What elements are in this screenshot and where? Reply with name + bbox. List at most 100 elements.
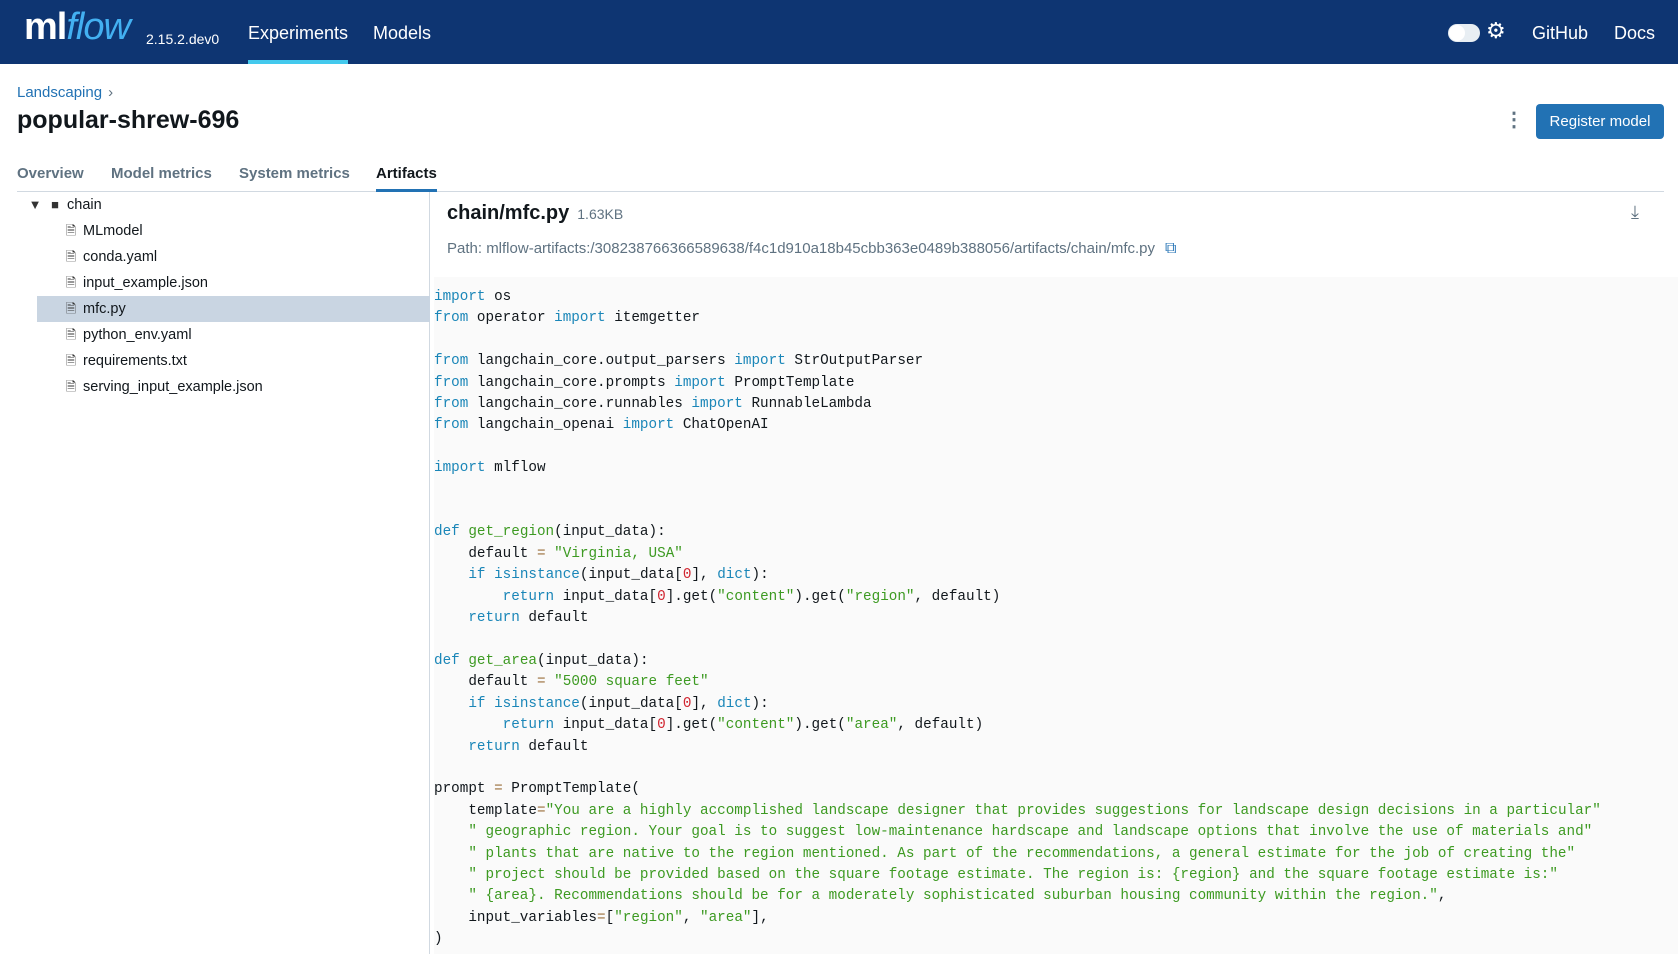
code-token: import <box>622 417 675 434</box>
code-token: def <box>434 524 460 541</box>
code-token: "area" <box>845 717 898 734</box>
file-label: serving_input_example.json <box>83 379 263 395</box>
code-token: 0 <box>657 717 666 734</box>
gear-icon[interactable]: ⚙ <box>1486 18 1506 43</box>
code-token: input_data[ <box>554 717 658 734</box>
code-token: [ <box>605 909 615 926</box>
tree-folder-chain[interactable]: ▼ ■ chain <box>27 192 420 218</box>
file-label: python_env.yaml <box>83 327 192 343</box>
code-token: langchain_openai <box>468 417 623 434</box>
tree-file-item[interactable]: 🗎 input_example.json <box>37 270 430 296</box>
tab-system-metrics[interactable]: System metrics <box>239 165 350 182</box>
file-icon: 🗎 <box>65 327 77 342</box>
theme-toggle[interactable] <box>1448 24 1480 42</box>
code-token <box>434 739 468 755</box>
code-token: isinstance <box>494 695 580 712</box>
code-token: template <box>434 802 537 819</box>
code-line <box>434 330 1678 351</box>
code-line: import os <box>434 287 1678 308</box>
register-model-button[interactable]: Register model <box>1536 104 1664 139</box>
code-line <box>434 437 1678 458</box>
code-line: prompt = PromptTemplate( <box>434 779 1678 800</box>
code-token: "content" <box>717 717 795 734</box>
code-token: = <box>536 802 546 819</box>
file-label: requirements.txt <box>83 353 187 369</box>
code-line: return default <box>434 608 1678 629</box>
code-token: PromptTemplate( <box>502 781 640 798</box>
file-icon: 🗎 <box>65 223 77 238</box>
code-token <box>486 696 495 712</box>
more-options-icon[interactable]: ⋮ <box>1504 109 1524 131</box>
nav-docs[interactable]: Docs <box>1614 23 1656 43</box>
tab-model-metrics[interactable]: Model metrics <box>111 165 212 182</box>
code-token: " project should be provided based on th… <box>468 866 1558 883</box>
code-line: def get_region(input_data): <box>434 522 1678 543</box>
code-token <box>546 674 555 690</box>
code-token: return <box>502 588 555 605</box>
tab-artifacts[interactable]: Artifacts <box>376 165 437 192</box>
nav-experiments[interactable]: Experiments <box>248 0 349 64</box>
code-token: langchain_core.prompts <box>468 374 675 391</box>
caret-down-icon[interactable]: ▼ <box>28 197 42 212</box>
tree-file-item[interactable]: 🗎 conda.yaml <box>37 244 430 270</box>
code-token: 0 <box>657 588 666 605</box>
file-label: conda.yaml <box>83 249 158 265</box>
code-token: import <box>434 289 486 305</box>
code-token: ) <box>434 931 443 948</box>
artifact-path: Path: mlflow-artifacts:/3082387663665896… <box>447 240 1177 257</box>
code-token <box>434 867 468 883</box>
code-token: , default) <box>914 588 1001 605</box>
nav-github[interactable]: GitHub <box>1532 23 1589 43</box>
code-token: 0 <box>682 695 692 712</box>
file-label: input_example.json <box>83 275 208 291</box>
code-token: dict <box>717 567 752 584</box>
folder-icon: ■ <box>51 197 59 212</box>
breadcrumb-experiment-link[interactable]: Landscaping <box>17 84 103 101</box>
code-token: from <box>434 396 469 413</box>
code-line: if isinstance(input_data[0], dict): <box>434 694 1678 715</box>
tab-overview[interactable]: Overview <box>17 165 84 182</box>
code-line: " geographic region. Your goal is to sug… <box>434 822 1678 843</box>
code-token: " geographic region. Your goal is to sug… <box>468 824 1593 841</box>
nav-models[interactable]: Models <box>373 23 432 43</box>
file-label: mfc.py <box>83 301 126 317</box>
code-token: , default) <box>897 717 984 734</box>
code-token: default <box>434 674 537 691</box>
tree-file-item[interactable]: 🗎 serving_input_example.json <box>37 374 430 400</box>
tree-file-item[interactable]: 🗎 mfc.py <box>37 296 430 322</box>
code-token: "Virginia, USA" <box>554 545 683 562</box>
copy-icon[interactable]: ⧉ <box>1165 240 1177 257</box>
code-token: "area" <box>700 909 752 926</box>
code-line: ) <box>434 929 1678 950</box>
code-token: langchain_core.runnables <box>468 396 692 413</box>
tree-file-item[interactable]: 🗎 MLmodel <box>37 218 430 244</box>
code-line: default = "5000 square feet" <box>434 672 1678 693</box>
code-token <box>434 567 468 583</box>
file-icon: 🗎 <box>65 379 77 394</box>
page-title: popular-shrew-696 <box>17 106 240 134</box>
code-token: get_region <box>468 524 555 541</box>
code-token: (input_data[ <box>579 695 683 712</box>
code-token: default <box>434 545 537 562</box>
mlflow-logo[interactable]: mlflow <box>24 6 131 48</box>
artifact-tree: ▼ ■ chain 🗎 MLmodel 🗎 conda.yaml 🗎 input_exampl… <box>17 192 430 954</box>
code-line: template="You are a highly accomplished … <box>434 801 1678 822</box>
code-line <box>434 501 1678 522</box>
file-size: 1.63KB <box>577 206 624 222</box>
tree-file-item[interactable]: 🗎 requirements.txt <box>37 348 430 374</box>
code-token: ): <box>751 567 769 584</box>
code-token: itemgetter <box>605 310 700 327</box>
code-token: ], <box>691 695 718 712</box>
code-token: ].get( <box>665 588 718 605</box>
code-token <box>434 589 503 605</box>
download-icon[interactable]: ⤓ <box>1631 202 1639 222</box>
code-line: return input_data[0].get("content").get(… <box>434 715 1678 736</box>
code-line: " plants that are native to the region m… <box>434 844 1678 865</box>
code-token: ): <box>751 695 769 712</box>
tree-file-item[interactable]: 🗎 python_env.yaml <box>37 322 430 348</box>
code-token <box>434 888 468 904</box>
code-token: (input_data): <box>554 524 666 541</box>
code-token: RunnableLambda <box>742 396 872 413</box>
code-token: os <box>485 289 512 305</box>
code-token: prompt <box>434 781 495 798</box>
